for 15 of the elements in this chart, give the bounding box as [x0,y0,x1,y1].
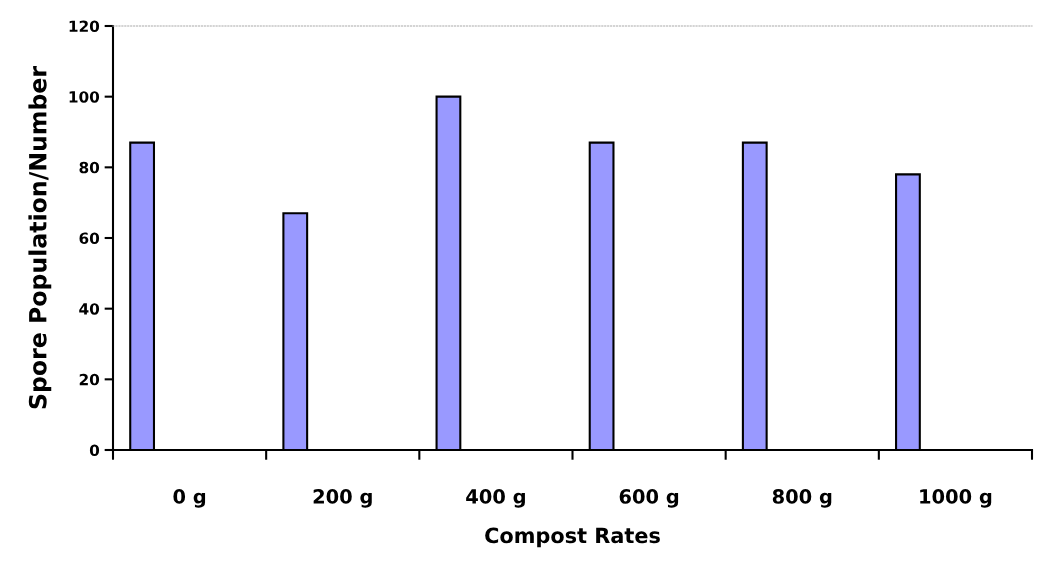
x-tick-label: 200 g [313,489,372,508]
y-tick-label: 60 [79,232,100,245]
y-tick-label: 0 [89,444,100,457]
x-tick-label: 800 g [772,489,832,508]
y-tick-label: 40 [79,303,100,315]
x-tick-label: 600 g [619,489,679,508]
y-tick-label: 20 [79,373,100,386]
x-axis-title: Compost Rates [485,527,660,548]
x-tick-label: 0 g [173,489,206,508]
y-tick-label: 80 [79,161,100,174]
y-tick-label: 100 [69,91,100,103]
y-axis-title: Spore Population/Number [28,66,52,409]
x-tick-label: 400 g [466,489,525,508]
x-tick-label: 1000 g [920,489,992,508]
y-tick-label: 120 [69,20,100,33]
